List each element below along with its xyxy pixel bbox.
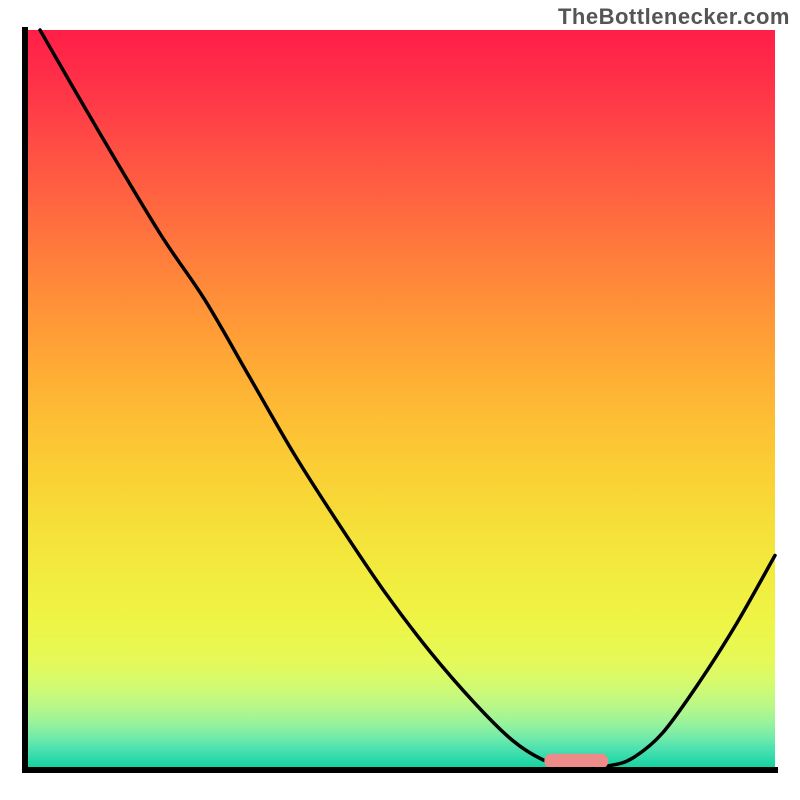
chart-container: TheBottlenecker.com bbox=[0, 0, 800, 800]
bottleneck-chart bbox=[0, 0, 800, 800]
gradient-background bbox=[25, 30, 775, 770]
watermark-text: TheBottlenecker.com bbox=[558, 4, 790, 30]
optimal-marker bbox=[544, 754, 608, 769]
